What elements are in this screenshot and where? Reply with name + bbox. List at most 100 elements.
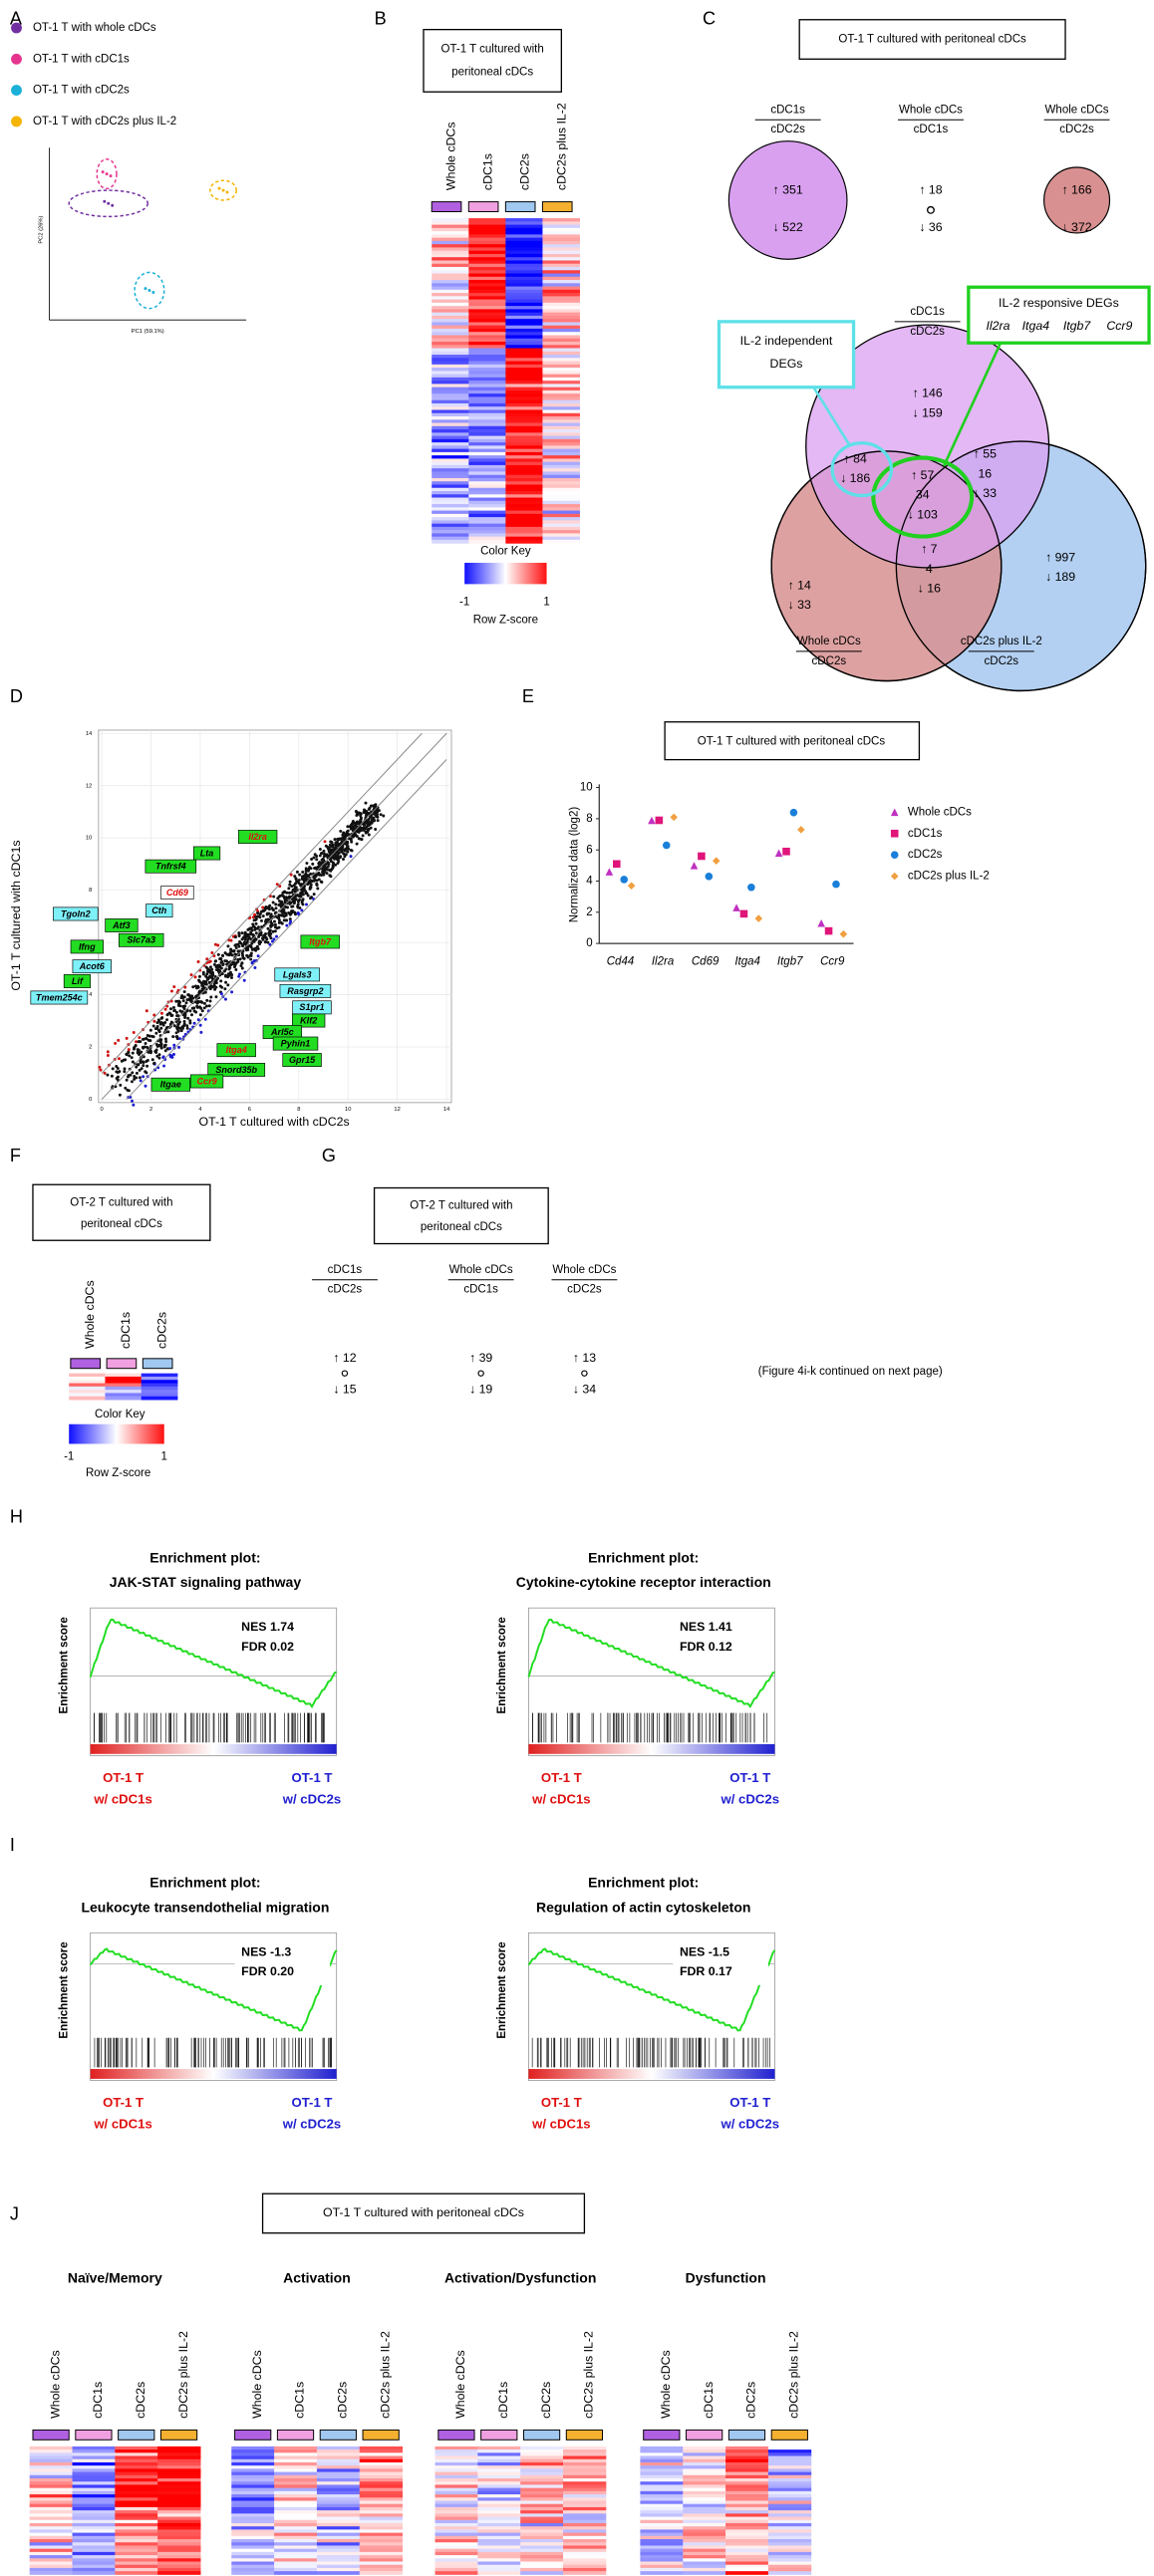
scatter-point [336,862,340,866]
scatter-point [197,978,201,982]
column-bar [106,1358,138,1370]
heatmap-cell [505,536,543,541]
heatmap-cell [359,2446,404,2450]
label: Whole cDCs [250,2350,264,2419]
scatter-point [161,1023,165,1027]
scatter-point [323,840,327,844]
heatmap-cell [505,445,543,450]
label: Whole cDCs [443,122,457,190]
label: OT-1 T [292,2095,333,2110]
overlap-mark [581,1370,588,1377]
heatmap-cell [157,2446,201,2450]
heatmap-cell [505,374,543,379]
heatmap-cell [542,368,580,372]
heatmap-cell [432,345,469,350]
heatmap-cell [432,328,469,333]
heatmap-cell [542,263,580,268]
label: ↓ 33 [788,598,811,612]
scatter-point [138,1053,142,1057]
heatmap-cell [542,539,580,544]
gene-box [63,974,92,988]
scatter-point [177,1002,180,1006]
heatmap-cell [359,2503,404,2508]
scatter-point [275,934,278,938]
scatter-point [123,1067,127,1071]
scatter-point [289,873,293,877]
heatmap-cell [520,2465,564,2469]
heatmap-cell [432,377,469,382]
heatmap-cell [725,2490,769,2495]
heatmap-cell [434,2458,478,2463]
heatmap-cell [105,1386,143,1391]
heatmap-cell [141,1396,178,1401]
heatmap-cell [157,2510,201,2514]
heatmap-cell [115,2532,158,2537]
heatmap-cell [683,2564,726,2569]
scatter-point [345,846,349,850]
label: ↑ 166 [1061,182,1091,196]
scatter-point [230,973,234,977]
heatmap-cell [316,2522,361,2527]
enrichment-curve [89,1947,338,2032]
heatmap-cell [477,2465,521,2469]
scatter-point [185,1024,189,1028]
heatmap-cell [359,2519,404,2524]
scatter-point [264,931,268,935]
scatter-point [265,937,269,941]
column-bar [504,201,536,212]
heatmap-cell [29,2558,74,2562]
heatmap-cell [520,2567,564,2572]
rank-gradient [90,1743,337,1754]
heatmap-cell [157,2458,201,2463]
heatmap-cell [562,2481,607,2485]
heatmap-cell [115,2519,158,2524]
heatmap-cell [359,2548,404,2553]
scatter-point [351,825,355,829]
heatmap-cell [505,276,543,281]
heatmap-cell [767,2555,812,2559]
scatter-point [337,851,341,855]
heatmap-cell [316,2471,361,2476]
heatmap-cell [683,2555,726,2559]
legend-dot [11,53,22,65]
heatmap-cell [542,348,580,353]
scatter-point [250,947,254,951]
scatter-point [283,900,287,903]
scatter-point [176,1022,180,1026]
scatter-point [135,1071,139,1075]
y-tick-label: 0 [586,937,592,949]
heatmap-cell [468,389,506,394]
x-tick-label: 8 [297,1107,300,1113]
scatter-point [273,929,277,933]
heatmap-cell [432,234,469,239]
scatter-point [195,986,198,990]
heatmap-cell [274,2567,318,2572]
scatter-point [188,1021,192,1025]
heatmap-cell [29,2490,74,2495]
heatmap-cell [468,471,506,476]
label: Whole cDCs [659,2350,673,2419]
heatmap-cell [640,2519,684,2524]
scatter-point [253,927,257,931]
heatmap-cell [505,484,543,489]
heatmap-cell [562,2500,607,2505]
scatter-point [125,1036,129,1040]
label: cDC2s plus IL-2 [582,2331,596,2419]
scatter-point [304,869,308,873]
scatter-point [320,870,324,874]
scatter-point [203,1017,207,1021]
heatmap-cell [767,2564,812,2569]
marker [832,880,840,889]
heatmap-cell [359,2529,404,2534]
heatmap-cell [562,2468,607,2473]
scatter-point [200,983,204,987]
heatmap-cell [316,2567,361,2572]
heatmap-cell [725,2449,769,2453]
heatmap-cell [115,2461,158,2466]
x-tick-label: Itga4 [734,955,760,967]
heatmap-cell [316,2558,361,2562]
scatter-point [183,985,187,989]
scatter-point [161,1055,165,1059]
heatmap-cell [434,2542,478,2546]
heatmap-cell [505,504,543,508]
